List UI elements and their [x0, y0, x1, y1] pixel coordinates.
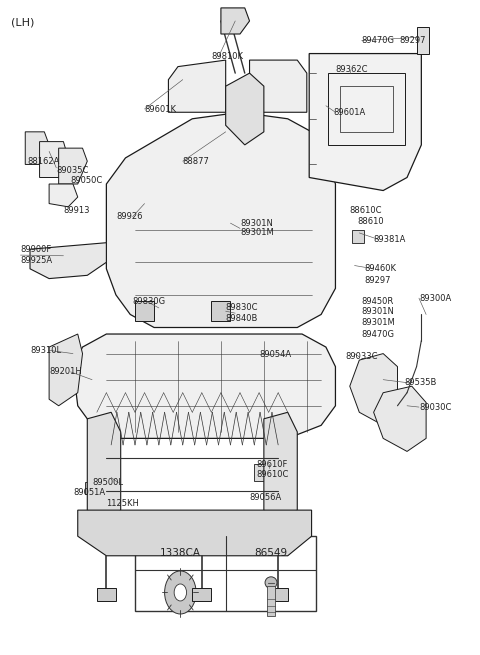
Text: 89830C: 89830C — [226, 303, 258, 312]
Polygon shape — [97, 588, 116, 601]
Polygon shape — [49, 334, 83, 405]
Text: 89201H: 89201H — [49, 367, 82, 377]
Text: 89310L: 89310L — [30, 346, 61, 355]
Polygon shape — [373, 386, 426, 451]
Text: 88162A: 88162A — [28, 157, 60, 166]
Polygon shape — [309, 54, 421, 191]
Text: 89925A: 89925A — [21, 257, 53, 265]
Polygon shape — [135, 301, 154, 321]
Circle shape — [317, 202, 325, 212]
Ellipse shape — [265, 577, 277, 589]
Polygon shape — [269, 588, 288, 601]
Text: 88610C: 88610C — [350, 206, 382, 215]
Polygon shape — [30, 243, 107, 278]
Text: 1125KH: 1125KH — [107, 499, 139, 508]
Polygon shape — [221, 8, 250, 34]
Text: 89362C: 89362C — [336, 66, 368, 75]
Text: 89301N: 89301N — [240, 219, 273, 228]
Text: 89610C: 89610C — [257, 470, 289, 479]
Text: 89056A: 89056A — [250, 493, 282, 502]
Text: 89035C: 89035C — [56, 166, 89, 176]
Text: 89301M: 89301M — [240, 229, 274, 237]
Text: 89470G: 89470G — [362, 36, 395, 45]
Text: 89033C: 89033C — [345, 352, 377, 362]
Circle shape — [165, 571, 196, 614]
Polygon shape — [25, 132, 49, 164]
Text: (LH): (LH) — [11, 18, 34, 28]
Text: 89900F: 89900F — [21, 245, 52, 253]
Polygon shape — [250, 60, 307, 112]
Text: 89610F: 89610F — [257, 460, 288, 469]
Text: 89030C: 89030C — [419, 403, 451, 411]
Bar — [254, 464, 274, 481]
Text: 88610: 88610 — [357, 217, 384, 226]
Text: 89300A: 89300A — [419, 293, 451, 303]
Polygon shape — [59, 148, 87, 184]
Polygon shape — [73, 334, 336, 438]
Text: 89840B: 89840B — [226, 314, 258, 323]
Text: 89050C: 89050C — [71, 176, 103, 185]
Text: 89500L: 89500L — [92, 478, 123, 487]
Text: 89301N: 89301N — [362, 307, 395, 316]
Polygon shape — [107, 112, 336, 328]
Text: 89830G: 89830G — [132, 297, 166, 306]
Text: 89601A: 89601A — [333, 108, 365, 117]
Polygon shape — [168, 60, 226, 112]
Text: 89460K: 89460K — [364, 265, 396, 273]
Text: 89450R: 89450R — [362, 297, 394, 306]
Polygon shape — [39, 141, 68, 178]
Text: 89535B: 89535B — [405, 379, 437, 388]
Bar — [85, 482, 97, 494]
Text: 89470G: 89470G — [362, 329, 395, 339]
Polygon shape — [211, 301, 230, 321]
Bar — [135, 536, 316, 611]
Polygon shape — [78, 510, 312, 556]
Text: 89051A: 89051A — [73, 488, 105, 497]
Circle shape — [174, 584, 187, 601]
Circle shape — [327, 212, 335, 222]
Text: 89926: 89926 — [116, 212, 143, 221]
Text: 89601K: 89601K — [144, 105, 177, 113]
Text: 86549: 86549 — [254, 548, 288, 558]
Polygon shape — [417, 28, 429, 54]
Text: 1338CA: 1338CA — [160, 548, 201, 558]
Text: 89297: 89297 — [364, 276, 391, 285]
Polygon shape — [226, 73, 264, 145]
Polygon shape — [267, 586, 275, 616]
Text: 88877: 88877 — [183, 157, 210, 166]
Polygon shape — [264, 412, 297, 523]
Polygon shape — [352, 230, 364, 243]
Text: 89381A: 89381A — [373, 235, 406, 244]
Text: 89810K: 89810K — [211, 52, 243, 62]
Text: 89913: 89913 — [63, 206, 90, 215]
Text: 89054A: 89054A — [259, 350, 291, 360]
Text: 89297: 89297 — [400, 36, 426, 45]
Polygon shape — [192, 588, 211, 601]
Polygon shape — [350, 354, 397, 425]
Polygon shape — [49, 184, 78, 207]
Polygon shape — [87, 412, 120, 523]
Text: 89301M: 89301M — [362, 318, 396, 328]
